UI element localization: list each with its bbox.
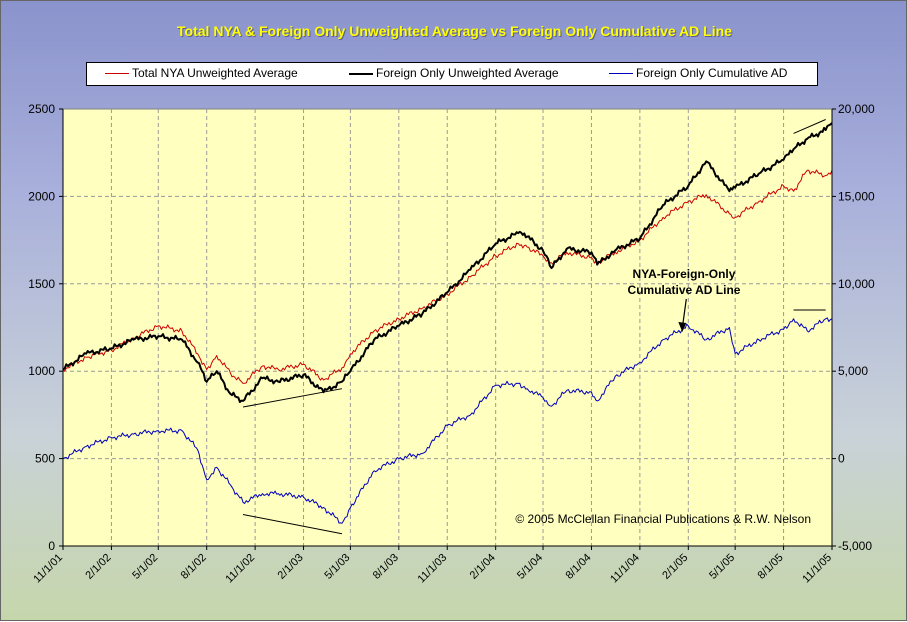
x-tick-label: 5/1/05: [707, 552, 737, 582]
series-line-0: [62, 169, 833, 384]
x-tick-label: 5/1/02: [130, 552, 160, 582]
annotation-arrow-head: [678, 322, 687, 332]
x-tick-label: 11/1/01: [31, 552, 65, 586]
x-tick-label: 11/1/03: [415, 552, 449, 586]
legend-swatch-foreign-ad: [609, 73, 633, 74]
x-tick-label: 8/1/02: [179, 552, 209, 582]
y-right-tick-label: 0: [838, 452, 845, 466]
y-right-tick-label: 20,000: [838, 102, 875, 116]
series-line-2: [62, 317, 833, 524]
y-right-tick-label: -5,000: [838, 539, 872, 553]
copyright-text: © 2005 McClellan Financial Publications …: [515, 512, 811, 526]
trendline-1: [242, 514, 343, 535]
annotation-label-line1: NYA-Foreign-Only: [633, 267, 736, 281]
legend-swatch-nya: [105, 73, 129, 74]
y-left-tick-label: 1500: [28, 277, 55, 291]
x-tick-label: 8/1/04: [563, 552, 593, 582]
series-line-1: [62, 122, 833, 403]
y-right-tick-label: 5,000: [838, 364, 868, 378]
y-right-tick-label: 10,000: [838, 277, 875, 291]
x-tick-label: 2/1/02: [83, 552, 113, 582]
legend-label-nya: Total NYA Unweighted Average: [132, 66, 298, 80]
y-right-tick-label: 15,000: [838, 189, 875, 203]
trendline-0: [242, 388, 343, 408]
legend: Total NYA Unweighted Average Foreign Onl…: [86, 62, 818, 86]
legend-swatch-foreign-avg: [349, 73, 373, 75]
annotation-label-line2: Cumulative AD Line: [628, 283, 741, 297]
trendline-2: [793, 119, 826, 134]
grid-layer: [63, 109, 832, 546]
legend-label-foreign-ad: Foreign Only Cumulative AD: [636, 66, 788, 80]
x-tick-label: 2/1/04: [468, 552, 498, 582]
x-tick-label: 2/1/03: [276, 552, 306, 582]
annot-layer: NYA-Foreign-Only Cumulative AD Line © 2005…: [515, 267, 811, 526]
y-left-tick-label: 2500: [28, 102, 55, 116]
series-layer: [62, 122, 833, 524]
x-tick-label: 11/1/04: [608, 552, 642, 586]
y-left-tick-label: 500: [35, 452, 55, 466]
x-tick-label: 5/1/04: [515, 552, 545, 582]
legend-label-foreign-avg: Foreign Only Unweighted Average: [376, 66, 559, 80]
x-tick-label: 5/1/03: [322, 552, 352, 582]
x-tick-label: 11/1/02: [223, 552, 257, 586]
x-tick-label: 8/1/03: [371, 552, 401, 582]
y-left-tick-label: 0: [48, 539, 55, 553]
x-tick-label: 8/1/05: [756, 552, 786, 582]
x-tick-label: 2/1/05: [660, 552, 690, 582]
trend-layer: [242, 119, 826, 535]
y-left-tick-label: 2000: [28, 189, 55, 203]
x-tick-label: 11/1/05: [800, 552, 834, 586]
y-left-tick-label: 1000: [28, 364, 55, 378]
chart-title: Total NYA & Foreign Only Unweighted Aver…: [177, 23, 732, 39]
